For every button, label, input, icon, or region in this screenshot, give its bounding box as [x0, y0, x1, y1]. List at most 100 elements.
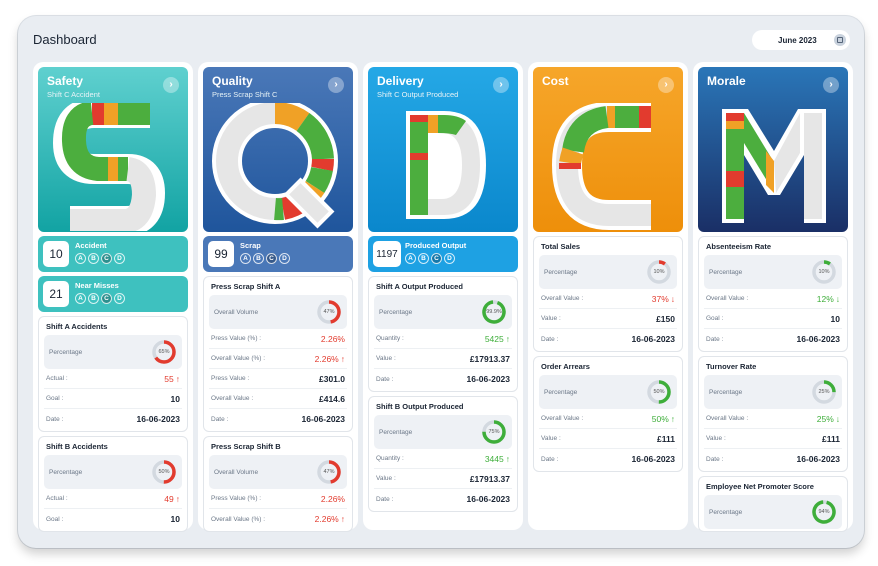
overall-value-row: Overall Value :37% ↓: [539, 289, 677, 309]
quality-title: Quality: [212, 74, 253, 88]
month-label: June 2023: [778, 35, 817, 45]
donut-value: 50%: [653, 389, 665, 395]
donut-chart: 75%: [481, 419, 507, 445]
percentage-panel: Percentage 10%: [704, 255, 842, 289]
donut-value: 99.9%: [486, 309, 502, 315]
delivery-letter-d-calendar: [406, 111, 486, 219]
shift-b-badge[interactable]: B: [253, 253, 264, 264]
shift-a-badge[interactable]: A: [405, 253, 416, 264]
arrow-up-icon: ↑: [175, 373, 180, 384]
pct-label: Percentage: [544, 268, 578, 276]
near-misses-count: 21: [43, 281, 69, 307]
percentage-panel: Percentage 25%: [704, 375, 842, 409]
value-row: Value : £150: [539, 309, 677, 329]
shift-d-badge[interactable]: D: [114, 253, 125, 264]
shift-badges: A B C D: [75, 293, 125, 304]
quantity-row: Quantity :5425 ↑: [374, 329, 512, 349]
produced-output-stat[interactable]: 1197 Produced Output A B C D: [368, 236, 518, 272]
shift-a-badge[interactable]: A: [75, 253, 86, 264]
shift-a-output-card: Shift A Output Produced Percentage 99.9%…: [368, 276, 518, 392]
shift-b-badge[interactable]: B: [88, 293, 99, 304]
card-title: Shift B Output Produced: [376, 402, 464, 411]
percentage-panel: Percentage 99.9%: [374, 295, 512, 329]
pct-label: Percentage: [379, 428, 413, 436]
arrow-down-icon: ↓: [835, 293, 840, 304]
arrow-down-icon: ↓: [670, 293, 675, 304]
donut-value: 10%: [818, 269, 830, 275]
morale-hero: Morale ›: [698, 67, 848, 232]
chevron-right-icon[interactable]: ›: [328, 77, 344, 93]
overall-value-pct-row: Overall Value (%) :2.26% ↑: [211, 514, 345, 524]
value-row: Value : £111: [539, 429, 677, 449]
scrap-label: Scrap: [240, 241, 261, 250]
card-title: Absenteeism Rate: [706, 242, 772, 251]
card-title: Press Scrap Shift A: [211, 282, 281, 291]
month-picker[interactable]: June 2023: [752, 30, 850, 50]
turnover-rate-card: Turnover Rate Percentage 25% Overall Val…: [698, 356, 848, 472]
arrow-up-icon: ↑: [505, 333, 510, 344]
arrow-up-icon: ↑: [505, 453, 510, 464]
card-title: Order Arrears: [541, 362, 590, 371]
chevron-right-icon[interactable]: ›: [823, 77, 839, 93]
scrap-stat[interactable]: 99 Scrap A B C D: [203, 236, 353, 272]
pct-label: Percentage: [709, 508, 743, 516]
shift-a-badge[interactable]: A: [75, 293, 86, 304]
donut-chart: 25%: [811, 379, 837, 405]
produced-output-label: Produced Output: [405, 241, 467, 250]
pct-label: Percentage: [379, 308, 413, 316]
quality-subtitle: Press Scrap Shift C: [212, 90, 278, 99]
shift-b-badge[interactable]: B: [88, 253, 99, 264]
calendar-icon[interactable]: [834, 34, 846, 46]
shift-d-badge[interactable]: D: [114, 293, 125, 304]
pct-label: Percentage: [49, 468, 83, 476]
shift-a-accidents-card: Shift A Accidents Percentage 65% Actual …: [38, 316, 188, 432]
overall-value-row: Overall Value : £414.6: [209, 389, 347, 409]
chevron-right-icon[interactable]: ›: [163, 77, 179, 93]
column-safety: Safety Shift C Accident › 10 Accident A …: [33, 62, 193, 532]
pct-label: Percentage: [709, 388, 743, 396]
overall-value-pct-row: Overall Value (%) :2.26% ↑: [209, 349, 347, 369]
value-row: Value : £17913.37: [374, 349, 512, 369]
press-value-row: Press Value : £301.0: [209, 369, 347, 389]
donut-value: 75%: [488, 429, 500, 435]
date-row: Date :16-06-2023: [706, 454, 840, 464]
pct-label: Overall Volume: [214, 308, 259, 316]
donut-chart: 10%: [811, 259, 837, 285]
pct-label: Percentage: [544, 388, 578, 396]
shift-b-badge[interactable]: B: [418, 253, 429, 264]
pct-label: Percentage: [709, 268, 743, 276]
donut-chart: 65%: [151, 339, 177, 365]
goal-row: Goal :10: [44, 389, 182, 409]
safety-title: Safety: [47, 74, 84, 88]
chevron-right-icon[interactable]: ›: [493, 77, 509, 93]
shift-d-badge[interactable]: D: [444, 253, 455, 264]
accident-stat[interactable]: 10 Accident A B C D: [38, 236, 188, 272]
pct-label: Percentage: [49, 348, 83, 356]
shift-d-badge[interactable]: D: [279, 253, 290, 264]
arrow-up-icon: ↑: [670, 413, 675, 424]
donut-value: 94%: [818, 509, 830, 515]
actual-row: Actual :55 ↑: [44, 369, 182, 389]
arrow-up-icon: ↑: [175, 493, 180, 504]
donut-chart: 47%: [316, 299, 342, 325]
shift-c-badge[interactable]: C: [101, 253, 112, 264]
near-misses-label: Near Misses: [75, 281, 119, 290]
shift-a-badge[interactable]: A: [240, 253, 251, 264]
quality-letter-q-calendar: [212, 103, 338, 229]
arrow-down-icon: ↓: [835, 413, 840, 424]
percentage-panel: Percentage 65%: [44, 335, 182, 369]
date-row: Date :16-06-2023: [541, 454, 675, 464]
shift-c-badge[interactable]: C: [266, 253, 277, 264]
chevron-right-icon[interactable]: ›: [658, 77, 674, 93]
card-title: Shift B Accidents: [46, 442, 108, 451]
shift-c-badge[interactable]: C: [101, 293, 112, 304]
donut-chart: 50%: [151, 459, 177, 485]
accident-label: Accident: [75, 241, 107, 250]
donut-chart: 50%: [646, 379, 672, 405]
donut-value: 47%: [323, 469, 335, 475]
date-row: Date :16-06-2023: [376, 494, 510, 504]
near-misses-stat[interactable]: 21 Near Misses A B C D: [38, 276, 188, 312]
shift-c-badge[interactable]: C: [431, 253, 442, 264]
delivery-hero: Delivery Shift C Output Produced ›: [368, 67, 518, 232]
donut-chart: 47%: [316, 459, 342, 485]
